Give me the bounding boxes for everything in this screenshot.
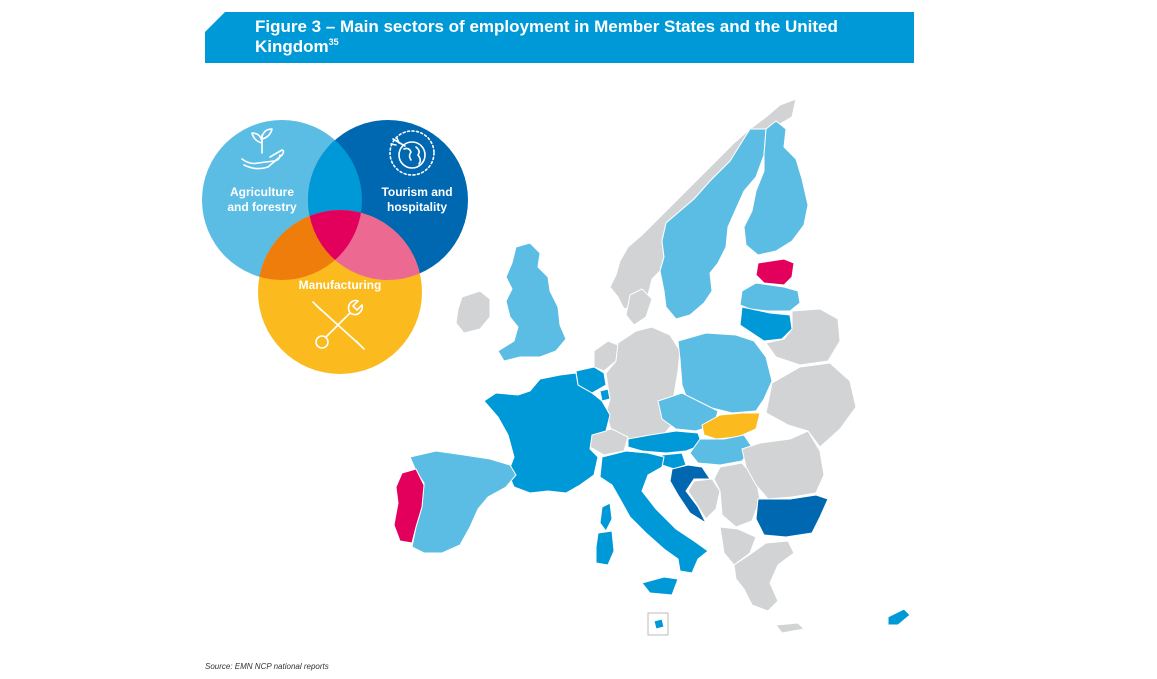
country-croatia — [669, 464, 711, 525]
country-france-corsica — [599, 502, 613, 532]
country-romania — [741, 430, 825, 500]
figure-title-bar: Figure 3 – Main sectors of employment in… — [205, 12, 914, 63]
country-bosnia — [687, 478, 721, 520]
country-portugal — [393, 468, 425, 544]
country-ireland — [455, 290, 491, 334]
europe-map — [393, 98, 911, 636]
country-sweden — [659, 128, 767, 320]
agriculture-label-line1: Agriculture — [230, 185, 294, 199]
tourism-label-line2: hospitality — [387, 200, 447, 214]
country-slovakia — [701, 412, 761, 440]
country-ukraine — [765, 362, 857, 448]
country-italy — [599, 450, 709, 574]
country-poland — [677, 332, 773, 414]
country-denmark — [625, 288, 653, 326]
manufacturing-label: Manufacturing — [299, 278, 382, 292]
crossed-wrench-screwdriver-icon — [312, 299, 365, 350]
country-italy-sardinia — [595, 530, 615, 566]
title-notch-decoration — [205, 12, 225, 32]
country-united-kingdom — [497, 242, 567, 362]
figure-title-text: Figure 3 – Main sectors of employment in… — [255, 17, 838, 56]
country-france — [483, 372, 611, 494]
venn-legend: Agriculture and forestry Tourism and hos… — [202, 120, 468, 374]
tourism-manufacturing-overlap — [308, 210, 422, 280]
country-italy-sicily — [641, 576, 679, 596]
country-hungary — [689, 434, 753, 466]
figure-title: Figure 3 – Main sectors of employment in… — [255, 17, 895, 57]
country-lithuania — [739, 306, 793, 342]
agriculture-manufacturing-overlap — [258, 210, 362, 280]
country-belarus — [765, 308, 841, 366]
country-greece — [733, 540, 795, 612]
country-greece-crete — [775, 622, 806, 634]
agriculture-label-line2: and forestry — [227, 200, 297, 214]
country-malta — [653, 618, 665, 630]
tourism-label-line1: Tourism and — [381, 185, 452, 199]
footnote-reference: 35 — [328, 37, 339, 47]
country-estonia — [755, 258, 795, 286]
country-cyprus — [887, 608, 911, 626]
country-spain — [409, 450, 517, 554]
country-finland — [743, 120, 809, 256]
country-bulgaria — [755, 494, 829, 538]
country-albania — [719, 526, 757, 566]
sprout-in-hand-icon — [241, 128, 285, 170]
source-note: Source: EMN NCP national reports — [205, 662, 329, 671]
country-latvia — [739, 282, 801, 312]
globe-with-plane-icon — [389, 130, 435, 176]
malta-inset-frame — [647, 612, 669, 636]
